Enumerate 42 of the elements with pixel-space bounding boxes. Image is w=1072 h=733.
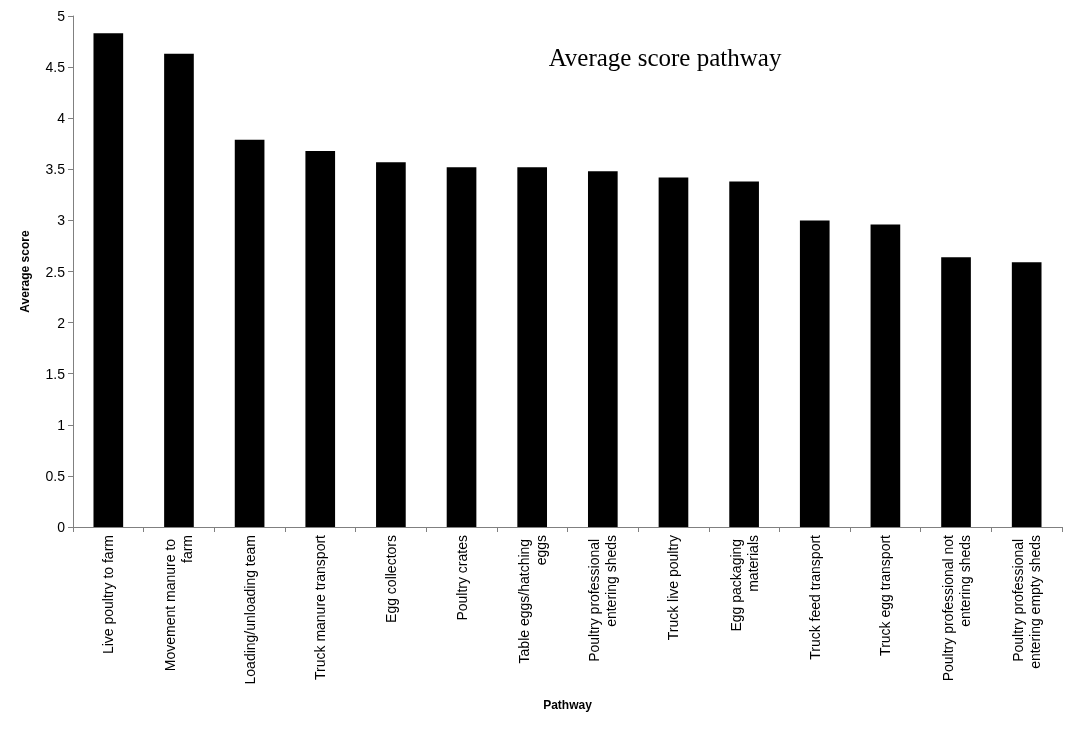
y-tick-label: 0.5 — [45, 467, 66, 484]
text: Average score pathway — [548, 44, 782, 71]
x-tick-label: Poultry crates — [453, 535, 470, 621]
y-tick-label: 2.5 — [45, 263, 66, 280]
x-tick-label: Truck egg transport — [877, 534, 894, 656]
x-tick-label: Poultry professional not entering sheds — [939, 534, 973, 682]
x-tick-label: Truck live poultry — [665, 535, 682, 641]
x-tick-label: Live poultry to farm — [100, 535, 117, 655]
x-tick-label: Egg collectors — [382, 535, 399, 623]
x-tick-label: Egg packaging materials — [727, 535, 761, 632]
x-tick-label: Table eggs/hatching eggs — [515, 535, 549, 664]
bar — [234, 139, 265, 527]
y-tick-label: 4.5 — [45, 59, 66, 76]
bar — [587, 171, 618, 527]
x-tick-label: Movement manure to farm — [162, 535, 196, 672]
y-tick-label: 1 — [57, 416, 66, 433]
y-tick-label: 3 — [57, 212, 66, 229]
bar — [799, 220, 830, 527]
bar — [729, 181, 759, 527]
x-axis-title: Pathway — [543, 698, 593, 712]
x-tick-label: Truck manure transport — [312, 534, 329, 680]
y-tick-label: 3.5 — [45, 161, 66, 178]
bar — [446, 167, 477, 527]
x-tick-label: Loading/unloading team — [241, 535, 258, 685]
bar — [93, 33, 124, 527]
bar — [870, 224, 901, 527]
x-tick-label: Poultry professional entering empty sheds — [1010, 535, 1044, 669]
bar — [941, 257, 971, 527]
x-tick-label: Truck feed transport — [806, 534, 823, 660]
y-tick-label: 4 — [57, 110, 66, 127]
bar — [517, 167, 548, 527]
bar — [658, 177, 689, 527]
bar — [164, 53, 194, 527]
y-tick-label: 0 — [57, 519, 66, 535]
x-tick-label: Poultry professional entering sheds — [586, 535, 620, 662]
bar — [1011, 262, 1042, 527]
bar — [376, 162, 406, 527]
bar — [305, 150, 336, 527]
y-tick-label: 1.5 — [45, 365, 66, 382]
y-tick-label: 2 — [57, 314, 66, 331]
y-tick-label: 5 — [57, 8, 66, 24]
y-axis-title: Average score — [18, 230, 32, 313]
